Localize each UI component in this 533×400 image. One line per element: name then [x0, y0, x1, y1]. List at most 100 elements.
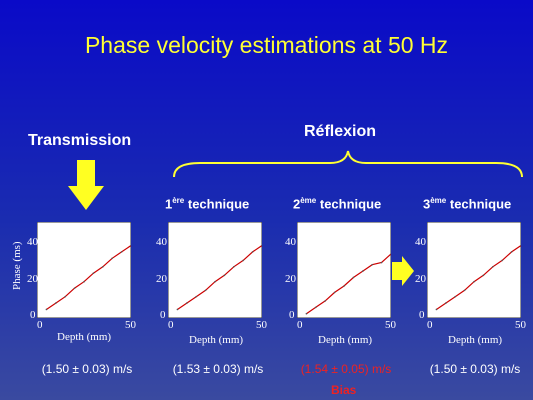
- xtick-0: 0: [168, 319, 174, 331]
- result-transmission: (1.50 ± 0.03) m/s: [41, 362, 133, 376]
- data-point: [305, 312, 308, 315]
- plot-transmission: [37, 222, 131, 318]
- xtick-50: 50: [256, 319, 267, 331]
- technique-2-suffix: ème: [300, 196, 317, 205]
- bias-label: Bias: [331, 383, 357, 397]
- result-technique-3: (1.50 ± 0.03) m/s: [429, 362, 521, 376]
- plot-technique-1: [168, 222, 262, 318]
- plot-area: [168, 222, 262, 318]
- technique-3-suffix: ème: [430, 196, 447, 205]
- data-point: [492, 266, 494, 268]
- ytick-0: 0: [30, 309, 36, 321]
- technique-3-number: 3: [423, 196, 431, 212]
- ytick-20: 20: [285, 273, 296, 285]
- technique-2-label: 2ème technique: [293, 196, 381, 211]
- data-point: [501, 259, 503, 262]
- technique-1-word: technique: [187, 196, 250, 212]
- data-point: [445, 302, 447, 304]
- technique-3-label: 3ème technique: [423, 196, 511, 211]
- data-point: [102, 266, 104, 268]
- y-axis-label: Phase (ms): [11, 241, 23, 290]
- data-point: [83, 280, 85, 283]
- technique-2-number: 2: [293, 196, 301, 212]
- data-point: [92, 272, 95, 274]
- xtick-50: 50: [515, 319, 526, 331]
- data-point: [454, 295, 456, 298]
- data-point: [343, 285, 345, 287]
- ytick-40: 40: [285, 236, 296, 248]
- transmission-label: Transmission: [28, 132, 132, 149]
- technique-1-label: 1ère technique: [165, 196, 249, 211]
- ytick-40: 40: [156, 236, 167, 248]
- ytick-0: 0: [160, 309, 166, 321]
- plot-technique-3: [427, 222, 521, 318]
- data-point: [435, 308, 438, 311]
- data-point: [120, 251, 123, 253]
- data-point: [242, 259, 244, 262]
- ytick-40: 40: [27, 236, 38, 248]
- right-arrow-icon: [392, 256, 414, 286]
- data-point: [214, 280, 216, 283]
- data-point: [352, 276, 355, 279]
- data-point: [371, 263, 373, 266]
- ytick-0: 0: [289, 309, 295, 321]
- xtick-0: 0: [37, 319, 43, 331]
- down-arrow-icon: [68, 160, 104, 210]
- data-point: [130, 244, 131, 247]
- data-point: [195, 295, 197, 298]
- result-technique-2: (1.54 ± 0.05) m/s: [300, 362, 392, 376]
- series-line: [46, 245, 131, 310]
- plot-area: [37, 222, 131, 318]
- xtick-50: 50: [385, 319, 396, 331]
- data-point: [520, 244, 521, 247]
- data-point: [45, 308, 48, 311]
- x-axis-label: Depth (mm): [189, 334, 244, 346]
- plot-technique-2: [297, 222, 391, 318]
- x-axis-label: Depth (mm): [448, 334, 503, 346]
- data-point: [261, 244, 262, 247]
- data-point: [204, 289, 207, 292]
- ytick-20: 20: [27, 273, 38, 285]
- data-point: [463, 289, 466, 292]
- xtick-0: 0: [427, 319, 433, 331]
- page-title: Phase velocity estimations at 50 Hz: [84, 32, 449, 58]
- ytick-0: 0: [419, 309, 425, 321]
- technique-1-number: 1: [165, 196, 173, 212]
- data-point: [324, 300, 326, 302]
- plot-area: [427, 222, 521, 318]
- series-line: [436, 245, 521, 310]
- plot-area: [297, 222, 391, 318]
- xtick-50: 50: [125, 319, 136, 331]
- result-technique-1: (1.53 ± 0.03) m/s: [172, 362, 264, 376]
- ytick-20: 20: [156, 273, 167, 285]
- data-point: [233, 266, 235, 268]
- data-point: [482, 274, 485, 277]
- series-line: [306, 253, 391, 315]
- technique-1-suffix: ère: [172, 196, 185, 205]
- x-axis-label: Depth (mm): [57, 331, 112, 343]
- data-point: [333, 291, 336, 294]
- data-point: [73, 287, 76, 289]
- data-point: [64, 295, 66, 298]
- xtick-0: 0: [297, 319, 303, 331]
- technique-2-word: technique: [319, 196, 382, 212]
- data-point: [315, 306, 317, 309]
- data-point: [176, 308, 179, 311]
- technique-3-word: technique: [449, 196, 512, 212]
- reflexion-brace: [173, 150, 523, 178]
- data-point: [473, 280, 475, 283]
- ytick-40: 40: [415, 236, 426, 248]
- data-point: [55, 302, 57, 304]
- x-axis-label: Depth (mm): [318, 334, 373, 346]
- reflexion-label: Réflexion: [304, 123, 377, 140]
- data-point: [186, 302, 188, 304]
- data-point: [251, 251, 254, 253]
- data-point: [380, 261, 383, 264]
- data-point: [390, 253, 391, 255]
- series-line: [177, 245, 262, 310]
- ytick-20: 20: [415, 273, 426, 285]
- data-point: [362, 270, 364, 272]
- data-point: [510, 251, 513, 253]
- data-point: [223, 274, 226, 277]
- data-point: [111, 257, 113, 260]
